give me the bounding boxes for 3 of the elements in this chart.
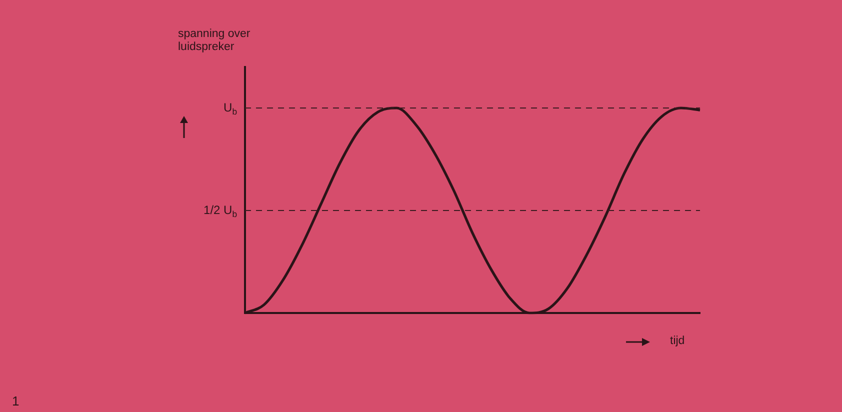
y-axis-title: spanning over luidspreker [178, 28, 252, 54]
text: 1 [12, 394, 20, 409]
x-axis-title: tijd [670, 335, 685, 348]
